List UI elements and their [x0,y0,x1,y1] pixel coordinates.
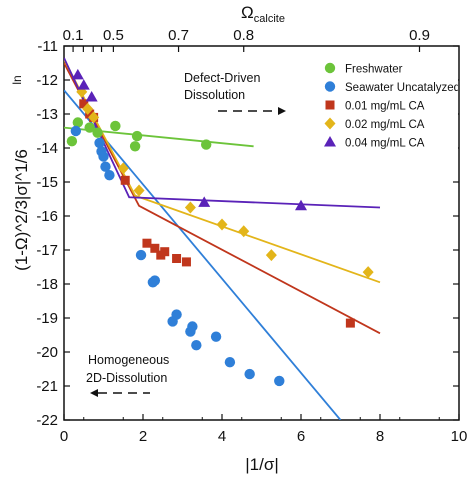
legend-marker [324,136,336,147]
point-seawater-uncatalyzed [171,309,182,320]
top-tick-label: 0.9 [409,27,430,44]
x-tick-label: 2 [139,428,147,445]
annotation-defect-line2: Dissolution [184,88,245,102]
y-tick-label: -17 [36,242,58,259]
point-0-02-mg-ml-ca [88,111,100,124]
legend-background [318,56,458,152]
y-tick-label: -15 [36,174,58,191]
point-0-04-mg-ml-ca [71,68,84,80]
y-tick-label: -20 [36,344,58,361]
annotation-homogeneous-line2: 2D-Dissolution [86,371,167,385]
point-0-04-mg-ml-ca [85,91,98,102]
point-freshwater [131,130,143,142]
point-seawater-uncatalyzed [191,340,202,351]
y-axis-label-main: (1-Ω)^2/3|σ|^1/6 [12,149,31,271]
y-tick-label: -11 [37,38,58,55]
top-axis-label-sub: calcite [254,13,285,25]
y-axis-label-prefix: ln [10,75,24,84]
top-tick-label: 0.7 [168,27,189,44]
point-freshwater [201,139,212,150]
legend-label: 0.02 mg/mL CA [345,119,425,131]
legend-marker [324,81,336,92]
point-freshwater [129,141,141,152]
y-tick-label: -13 [36,106,58,123]
point-0-04-mg-ml-ca [77,79,90,90]
point-0-02-mg-ml-ca [238,225,250,238]
point-0-04-mg-ml-ca [198,196,211,207]
top-tick-label: 0.8 [233,27,254,44]
point-freshwater [72,117,84,128]
point-0-04-mg-ml-ca [295,199,307,211]
x-tick-label: 6 [297,428,305,445]
x-tick-label: 8 [376,428,384,445]
point-0-01-mg-ml-ca [142,238,152,248]
legend-label: Freshwater [345,64,403,76]
y-tick-label: -12 [36,72,58,89]
legend-marker [324,62,336,74]
point-seawater-uncatalyzed [70,125,82,137]
top-axis-label: Ωcalcite [241,3,285,25]
point-seawater-uncatalyzed [149,275,161,286]
point-seawater-uncatalyzed [224,357,236,368]
y-tick-label: -19 [36,310,58,327]
point-0-02-mg-ml-ca [216,218,228,231]
annotation-homogeneous-line1: Homogeneous [88,353,169,367]
point-0-02-mg-ml-ca [265,249,277,262]
legend-label: 0.01 mg/mL CA [345,101,425,113]
point-seawater-uncatalyzed [98,151,109,162]
point-freshwater [84,122,95,133]
point-0-01-mg-ml-ca [120,175,130,185]
point-0-02-mg-ml-ca [82,102,94,115]
x-tick-label: 10 [451,428,468,445]
top-tick-label: 0.5 [103,27,124,44]
point-0-01-mg-ml-ca [150,243,160,253]
point-0-02-mg-ml-ca [362,266,374,279]
point-0-01-mg-ml-ca [345,318,355,328]
legend-marker [325,100,335,110]
point-0-02-mg-ml-ca [184,201,196,214]
annotation-homogeneous-arrowhead [90,389,98,397]
annotation-defect-line1: Defect-Driven [184,71,260,85]
point-seawater-uncatalyzed [94,137,105,149]
point-freshwater [66,136,78,147]
point-seawater-uncatalyzed [187,321,198,332]
point-0-01-mg-ml-ca [181,257,191,267]
y-axis-label: ln (1-Ω)^2/3|σ|^1/6 [10,75,31,271]
x-tick-label: 0 [60,428,68,445]
legend: Freshwater Seawater Uncatalyzed 0.01 mg/mL… [318,56,460,152]
legend-label: 0.04 mg/mL CA [345,138,425,150]
point-freshwater [92,127,103,138]
fit-line-seawater-uncatalyzed [64,89,342,420]
point-0-01-mg-ml-ca [172,254,182,263]
point-seawater-uncatalyzed [244,368,255,380]
y-tick-label: -16 [36,208,58,225]
point-seawater-uncatalyzed [100,161,111,172]
annotation-defect-arrowhead [278,107,286,115]
x-tick-label: 4 [218,428,226,445]
point-0-02-mg-ml-ca [117,162,129,175]
point-freshwater [110,120,121,132]
point-0-01-mg-ml-ca [160,247,170,257]
y-tick-label: -21 [36,378,58,395]
point-seawater-uncatalyzed [210,331,222,342]
legend-marker [324,117,336,130]
point-seawater-uncatalyzed [135,249,147,261]
point-0-01-mg-ml-ca [79,99,89,109]
y-tick-label: -22 [36,412,58,429]
point-seawater-uncatalyzed [104,170,115,181]
point-0-02-mg-ml-ca [133,184,145,197]
point-seawater-uncatalyzed [274,375,285,387]
top-tick-label: 0.1 [63,27,84,44]
top-axis-label-main: Ω [241,3,254,22]
x-axis-label: |1/σ| [245,455,279,474]
y-tick-label: -18 [36,276,58,293]
legend-label: Seawater Uncatalyzed [345,82,460,94]
plot-frame [63,45,460,421]
y-tick-label: -14 [36,140,58,157]
